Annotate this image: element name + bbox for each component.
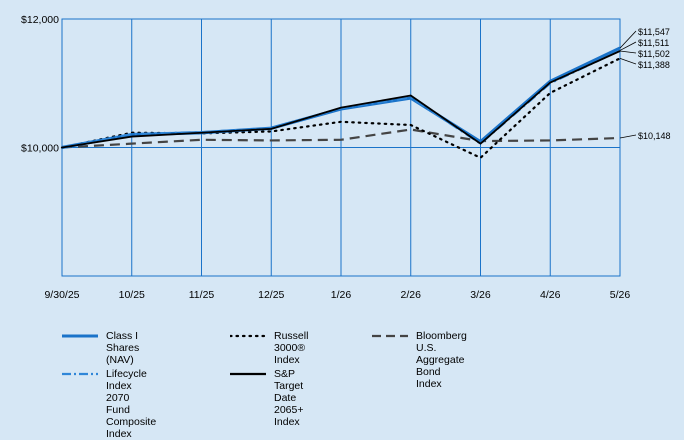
- end-value-label: $10,148: [638, 131, 671, 141]
- line-chart: 9/30/25 10/25 11/25 12/25 1/26 2/26 3/26 4/26 5/…: [21, 14, 671, 301]
- x-tick-label: 3/26: [470, 289, 491, 301]
- legend-item: Russell 3000® Index: [230, 330, 308, 366]
- legend-label: Bloomberg U.S. Aggregate Bond Index: [416, 330, 467, 390]
- legend-item: S&P Target Date 2065+ Index: [230, 368, 304, 428]
- legend-swatch: [372, 334, 408, 338]
- legend-label: Lifecycle Index 2070 Fund Composite Inde…: [106, 368, 157, 440]
- end-value-label: $11,511: [638, 38, 669, 48]
- x-tick-label: 1/26: [331, 289, 352, 301]
- legend-swatch: [62, 372, 98, 376]
- series-line: [61, 128, 621, 149]
- x-tick-label: 2/26: [401, 289, 422, 301]
- end-value-label: $11,388: [638, 60, 670, 70]
- end-leader: [619, 41, 637, 51]
- legend-swatch: [62, 334, 98, 338]
- end-leader: [619, 57, 637, 65]
- legend-label: Russell 3000® Index: [274, 330, 309, 366]
- end-value-label: $11,547: [638, 27, 670, 37]
- x-tick-label: 5/26: [610, 289, 631, 301]
- series-line: [61, 50, 621, 149]
- end-leader: [619, 30, 637, 49]
- x-tick-label: 4/26: [540, 289, 561, 301]
- legend-item: Bloomberg U.S. Aggregate Bond Index: [372, 330, 467, 390]
- y-tick-label: $12,000: [21, 14, 59, 26]
- legend-item: Class I Shares (NAV): [62, 330, 139, 366]
- legend-label: S&P Target Date 2065+ Index: [274, 368, 304, 428]
- legend-swatch: [230, 372, 266, 376]
- x-tick-label: 12/25: [258, 289, 284, 301]
- y-tick-label: $10,000: [21, 143, 59, 155]
- legend-label: Class I Shares (NAV): [106, 330, 140, 366]
- x-tick-label: 11/25: [189, 289, 215, 301]
- end-value-label: $11,502: [638, 49, 670, 59]
- legend-item: Lifecycle Index 2070 Fund Composite Inde…: [62, 368, 156, 440]
- x-tick-label: 9/30/25: [44, 289, 79, 301]
- legend-swatch: [230, 334, 266, 338]
- series-line: [60, 57, 622, 159]
- end-leader: [619, 50, 637, 54]
- end-leader: [619, 134, 637, 139]
- x-tick-label: 10/25: [119, 289, 145, 301]
